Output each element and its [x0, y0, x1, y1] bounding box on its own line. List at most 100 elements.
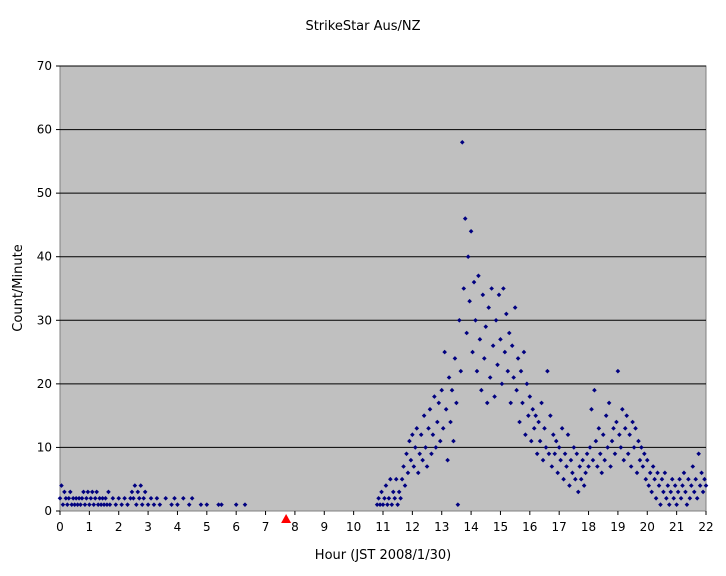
data-point [495, 362, 500, 368]
x-axis-label: Hour (JST 2008/1/30) [315, 548, 451, 563]
data-point [642, 451, 647, 457]
data-point [671, 495, 676, 501]
data-point [125, 502, 130, 507]
data-point [564, 464, 569, 469]
data-point [696, 451, 701, 457]
data-point [78, 502, 83, 507]
data-point [687, 495, 693, 501]
x-tick-label-12: 12 [405, 520, 420, 534]
x-tick-label-20: 20 [640, 520, 655, 534]
data-point [446, 375, 452, 380]
data-point [653, 495, 659, 501]
data-point [101, 502, 107, 507]
data-point [680, 483, 685, 488]
data-point [570, 470, 575, 476]
data-point [675, 489, 681, 495]
data-point [87, 502, 92, 507]
data-point [595, 464, 600, 469]
data-point [445, 457, 450, 463]
data-point [702, 476, 707, 482]
data-point [668, 489, 674, 495]
data-point [181, 495, 186, 501]
data-point [473, 317, 478, 323]
x-axis: 0 1 2 3 4 5 6 7 8 9 10 11 12 13 14 15 16 17 18 19 20 21 22 [56, 511, 714, 534]
event-marker [281, 514, 292, 523]
data-point [686, 476, 691, 482]
data-point [427, 406, 433, 412]
data-point [471, 279, 477, 285]
data-point [139, 502, 145, 507]
data-point [440, 426, 446, 431]
data-point [451, 438, 456, 444]
data-point [625, 451, 631, 457]
data-point [681, 470, 687, 476]
data-point [580, 457, 585, 463]
data-point [603, 413, 609, 418]
data-point [590, 457, 596, 463]
data-point [103, 495, 108, 501]
data-point [219, 502, 224, 507]
data-point [633, 426, 638, 431]
data-point [545, 368, 550, 374]
data-point [511, 375, 516, 380]
chart-title: StrikeStar Aus/NZ [305, 19, 420, 34]
data-point [399, 476, 405, 482]
data-point [90, 489, 95, 495]
data-point [104, 502, 110, 507]
data-point [567, 483, 572, 488]
y-tick-label-40: 40 [37, 250, 52, 264]
data-point [498, 337, 503, 342]
data-point [395, 502, 400, 507]
data-point [423, 445, 428, 450]
data-point [452, 356, 458, 361]
data-point [697, 483, 703, 488]
event-marker-triangle [281, 514, 292, 523]
data-point [67, 489, 73, 495]
data-point [410, 432, 415, 438]
data-point [649, 489, 654, 495]
data-point [609, 438, 615, 444]
data-point [549, 464, 555, 469]
data-point [587, 445, 593, 450]
data-point [392, 495, 398, 501]
data-point [512, 305, 518, 310]
data-point [561, 476, 566, 482]
x-tick-label-7: 7 [262, 520, 270, 534]
y-tick-label-10: 10 [37, 440, 52, 454]
data-point [484, 400, 490, 406]
data-point [534, 451, 540, 457]
data-point [586, 464, 591, 469]
data-point [437, 438, 443, 444]
data-point [63, 495, 69, 501]
data-point [634, 470, 640, 476]
data-point [631, 445, 637, 450]
data-point [142, 489, 148, 495]
data-point [489, 286, 494, 291]
data-point [523, 432, 528, 438]
data-point [581, 483, 587, 488]
data-point [385, 502, 390, 507]
data-point [537, 438, 543, 444]
data-point [88, 495, 94, 501]
data-point [216, 502, 221, 507]
data-point [435, 419, 440, 425]
data-point [380, 502, 386, 507]
data-point [575, 489, 581, 495]
data-point [662, 470, 668, 476]
data-point [536, 419, 541, 425]
data-point [470, 349, 475, 355]
data-point [204, 502, 210, 507]
data-point [95, 502, 101, 507]
data-point [596, 426, 602, 431]
data-point [528, 438, 534, 444]
x-tick-label-0: 0 [56, 520, 64, 534]
data-point [134, 502, 139, 507]
data-point [548, 413, 553, 418]
data-point [630, 419, 635, 425]
data-point [618, 445, 624, 450]
data-point [530, 406, 536, 412]
data-point [60, 502, 66, 507]
data-point [389, 502, 395, 507]
data-point [79, 495, 85, 501]
data-point [175, 502, 180, 507]
